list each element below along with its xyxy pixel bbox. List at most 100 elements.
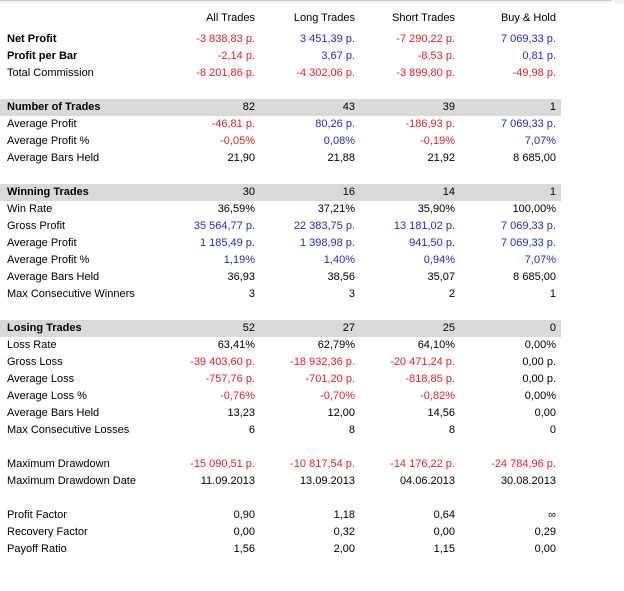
row-label: Maximum Drawdown [7,458,110,470]
cell-buy-hold: 7,07% [524,254,556,266]
cell-short-trades: 35,07 [427,271,455,283]
cell-all-trades: -757,76 p. [205,373,255,385]
cell-short-trades: -7 290,22 p. [396,33,455,45]
cell-short-trades: 0,00 [433,526,455,538]
table-row: Loss Rate 63,41% 62,79% 64,10% 0,00% [0,337,561,354]
cell-buy-hold: 0,00 p. [522,356,556,368]
row-label: Payoff Ratio [7,543,67,555]
header-buy-hold: Buy & Hold [500,12,556,24]
cell-all-trades: 11.09.2013 [200,475,255,487]
cell-buy-hold: 1 [549,186,556,198]
cell-short-trades: 2 [448,288,455,300]
cell-all-trades: 82 [242,101,255,113]
cell-buy-hold: -24 784,96 p. [491,458,556,470]
row-label: Recovery Factor [7,526,88,538]
header-short-trades: Short Trades [392,12,455,24]
cell-short-trades: 14 [442,186,455,198]
table-row: Maximum Drawdown -15 090,51 p. -10 817,54 … [0,456,561,473]
header-row: All Trades Long Trades Short Trades Buy … [0,10,561,27]
cell-long-trades: 3,67 p. [321,50,355,62]
row-label: Average Profit % [7,135,90,147]
section-header-row: Winning Trades 30 16 14 1 [0,184,561,201]
row-label: Average Profit [7,118,77,130]
cell-short-trades: -3 899,80 p. [396,67,455,79]
table-row: Profit Factor 0,90 1,18 0,64 ∞ [0,507,561,524]
row-label: Max Consecutive Losses [7,424,130,436]
table-row: Payoff Ratio 1,56 2,00 1,15 0,00 [0,541,561,558]
cell-long-trades: 13.09.2013 [299,475,355,487]
cell-short-trades: 13 181,02 p. [393,220,455,232]
top-border [0,0,612,4]
cell-all-trades: -0,05% [220,135,255,147]
table-row: Average Profit -46,81 p. 80,26 p. -186,93 p… [0,116,561,133]
table-row: Average Bars Held 13,23 12,00 14,56 0,00 [0,405,561,422]
cell-buy-hold: 7 069,33 p. [500,220,556,232]
cell-long-trades: -10 817,54 p. [290,458,355,470]
table-row: Average Profit % 1,19% 1,40% 0,94% 7,07% [0,252,561,269]
cell-short-trades: 8 [448,424,455,436]
cell-all-trades: -2,14 p. [217,50,255,62]
table-row: Max Consecutive Losses 6 8 8 0 [0,422,561,439]
cell-short-trades: 04.06.2013 [399,475,455,487]
section-header-row: Losing Trades 52 27 25 0 [0,320,561,337]
scrollbar-edge[interactable] [614,0,624,4]
cell-short-trades: 0,94% [423,254,455,266]
cell-all-trades: 21,90 [227,152,255,164]
cell-long-trades: 1,40% [323,254,355,266]
table-row: Maximum Drawdown Date 11.09.2013 13.09.201… [0,473,561,490]
cell-long-trades: 38,56 [327,271,355,283]
row-label: Average Bars Held [7,152,100,164]
table-row: Average Profit % -0,05% 0,08% -0,19% 7,07% [0,133,561,150]
cell-all-trades: 36,93 [227,271,255,283]
cell-long-trades: 16 [342,186,355,198]
row-label: Average Bars Held [7,271,100,283]
cell-long-trades: -18 932,36 p. [290,356,355,368]
cell-short-trades: 1,15 [433,543,455,555]
table-row: Average Bars Held 21,90 21,88 21,92 8 685,00 [0,150,561,167]
table-row: Profit per Bar -2,14 p. 3,67 p. -8,53 p. 0,8… [0,48,561,65]
table-row: Max Consecutive Winners 3 3 2 1 [0,286,561,303]
row-label: Winning Trades [7,186,89,198]
row-label: Average Profit % [7,254,90,266]
header-all-trades: All Trades [206,12,255,24]
table-row: Win Rate 36,59% 37,21% 35,90% 100,00% [0,201,561,218]
cell-all-trades: 13,23 [227,407,255,419]
cell-long-trades: 1 398,98 p. [299,237,355,249]
cell-buy-hold: 7 069,33 p. [500,118,556,130]
cell-buy-hold: 0,00 p. [522,373,556,385]
cell-short-trades: 39 [442,101,455,113]
cell-buy-hold: 7,07% [524,135,556,147]
cell-long-trades: 37,21% [317,203,355,215]
cell-all-trades: 63,41% [217,339,255,351]
row-label: Losing Trades [7,322,82,334]
row-label: Average Loss [7,373,75,385]
section-header-row: Number of Trades 82 43 39 1 [0,99,561,116]
cell-short-trades: 0,64 [433,509,455,521]
cell-long-trades: 22 383,75 p. [293,220,355,232]
row-label: Number of Trades [7,101,101,113]
cell-short-trades: -0,19% [420,135,455,147]
cell-buy-hold: 1 [549,101,556,113]
cell-long-trades: 0,08% [323,135,355,147]
row-label: Gross Loss [7,356,63,368]
cell-all-trades: -0,76% [220,390,255,402]
cell-long-trades: 3 [348,288,355,300]
cell-long-trades: 43 [342,101,355,113]
cell-short-trades: -14 176,22 p. [390,458,455,470]
row-label: Net Profit [7,33,57,45]
cell-all-trades: 52 [242,322,255,334]
cell-long-trades: -701,20 p. [305,373,355,385]
cell-buy-hold: 1 [549,288,556,300]
cell-short-trades: -186,93 p. [405,118,455,130]
cell-short-trades: 14,56 [427,407,455,419]
cell-buy-hold: 7 069,33 p. [500,33,556,45]
table-row: Recovery Factor 0,00 0,32 0,00 0,29 [0,524,561,541]
table-row: Gross Loss -39 403,60 p. -18 932,36 p. -20 … [0,354,561,371]
cell-long-trades: 27 [342,322,355,334]
cell-buy-hold: 0 [549,322,556,334]
cell-all-trades: 0,90 [233,509,255,521]
table-row: Average Loss % -0,76% -0,70% -0,82% 0,00% [0,388,561,405]
cell-all-trades: 1,56 [233,543,255,555]
row-label: Max Consecutive Winners [7,288,135,300]
cell-long-trades: 21,88 [327,152,355,164]
